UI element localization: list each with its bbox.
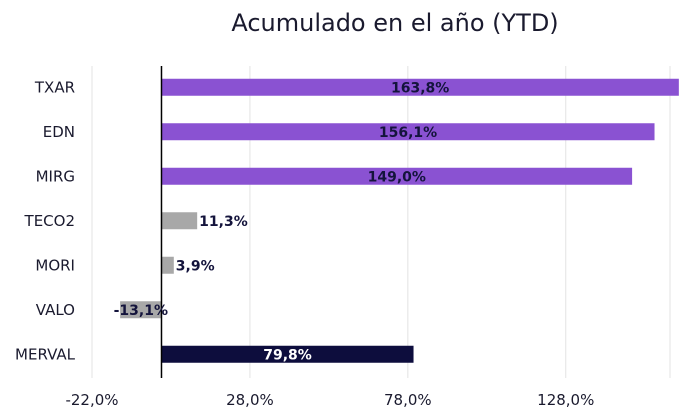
grid-lines [91,66,671,378]
data-label: 163,8% [391,80,449,96]
data-labels: 163,8% 156,1% 149,0% 11,3% 3,9% -13,1% 79,8% [114,80,450,363]
x-tick-label: 128,0% [537,391,594,409]
x-tick-label: 78,0% [384,391,432,409]
bar [161,345,414,363]
x-tick-label: -22,0% [65,391,118,409]
bars [120,78,679,363]
x-tick-label: 28,0% [226,391,274,409]
category-label: MORI [35,256,75,274]
data-label: 11,3% [199,214,248,230]
x-tick-labels: -22,0% 28,0% 78,0% 128,0% [65,391,594,409]
data-label: 3,9% [176,258,215,274]
category-label: MERVAL [15,345,76,363]
bar [161,167,633,185]
category-label: TECO2 [24,212,75,230]
data-label: 79,8% [263,347,312,363]
bar [161,123,655,141]
data-label: 149,0% [368,169,426,185]
category-label: EDN [43,123,75,141]
category-label: MIRG [36,167,75,185]
bar [120,301,162,319]
category-label: TXAR [34,78,75,96]
data-label: 156,1% [379,125,437,141]
bar [161,256,174,274]
category-labels: TXAR EDN MIRG TECO2 MORI VALO MERVAL [15,78,76,363]
category-label: VALO [36,301,75,319]
bar [161,212,198,230]
chart-title: Acumulado en el año (YTD) [231,9,558,37]
data-label: -13,1% [114,303,168,319]
bar [161,78,679,96]
